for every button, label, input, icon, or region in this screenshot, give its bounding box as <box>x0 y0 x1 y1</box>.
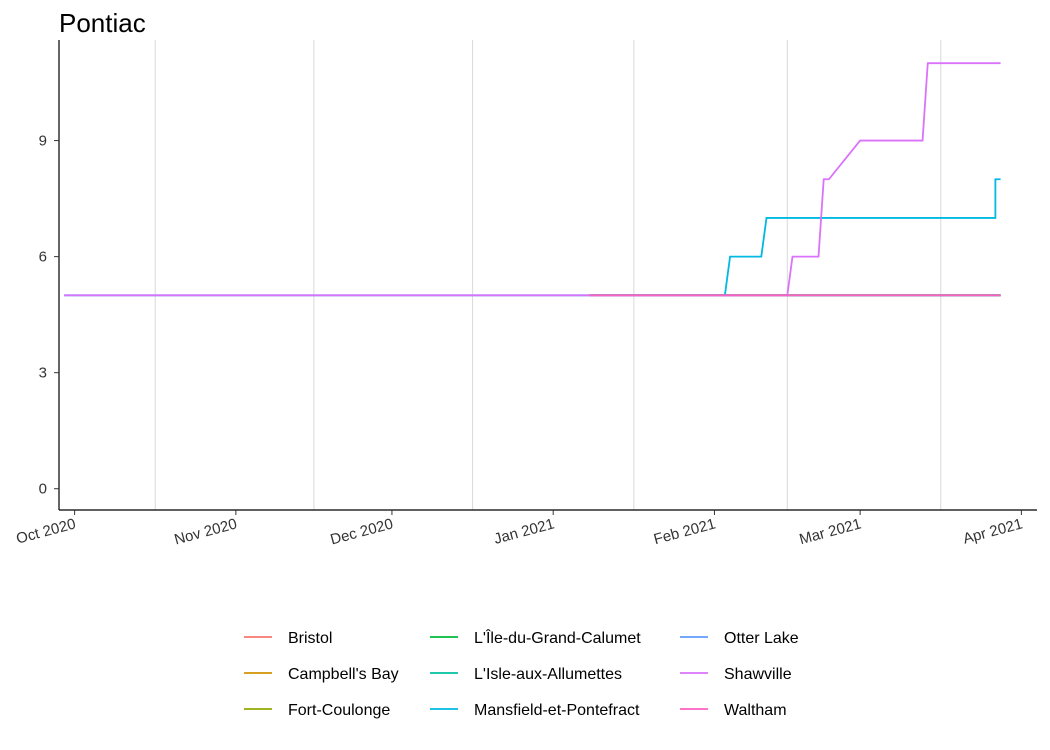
x-tick-label: Dec 2020 <box>329 515 395 548</box>
y-tick-label: 9 <box>39 133 47 150</box>
legend-label: Otter Lake <box>724 630 799 647</box>
legend-item: Mansfield-et-Pontefract <box>430 702 640 719</box>
legend-item: Waltham <box>680 702 787 719</box>
legend-label: Waltham <box>724 702 787 719</box>
y-tick-label: 3 <box>39 365 47 382</box>
legend-item: L'Isle-aux-Allumettes <box>430 666 622 683</box>
legend-label: L'Île-du-Grand-Calumet <box>474 628 641 647</box>
legend-label: Mansfield-et-Pontefract <box>474 702 640 719</box>
series-lines <box>64 62 1001 297</box>
legend-label: Shawville <box>724 666 792 683</box>
legend-item: Campbell's Bay <box>244 666 399 683</box>
grid <box>154 40 942 510</box>
legend-item: Fort-Coulonge <box>244 702 390 719</box>
chart-title: Pontiac <box>59 8 146 38</box>
legend-item: Otter Lake <box>680 630 799 647</box>
x-tick-label: Apr 2021 <box>961 515 1024 547</box>
x-tick-label: Mar 2021 <box>798 515 864 548</box>
y-tick-label: 6 <box>39 249 47 266</box>
legend: Bristol Campbell's Bay Fort-Coulonge L'Île-… <box>244 628 799 719</box>
legend-label: Bristol <box>288 630 332 647</box>
x-tick-label: Oct 2020 <box>14 515 77 547</box>
legend-item: L'Île-du-Grand-Calumet <box>430 628 641 647</box>
legend-label: Fort-Coulonge <box>288 702 390 719</box>
series-line-shawville <box>64 62 1001 297</box>
x-tick-label: Nov 2020 <box>172 515 238 548</box>
legend-label: L'Isle-aux-Allumettes <box>474 666 622 683</box>
x-tick-label: Jan 2021 <box>492 515 556 547</box>
y-tick-label: 0 <box>39 481 47 498</box>
axes: 0 3 6 9 Oct 2020 Nov 2020 Dec 2020 Jan 2021 Feb … <box>14 40 1037 548</box>
legend-label: Campbell's Bay <box>288 666 399 683</box>
legend-item: Shawville <box>680 666 792 683</box>
series-line-mansfield-et-pontefract <box>64 178 1001 297</box>
legend-item: Bristol <box>244 630 332 647</box>
x-tick-label: Feb 2021 <box>652 515 718 548</box>
